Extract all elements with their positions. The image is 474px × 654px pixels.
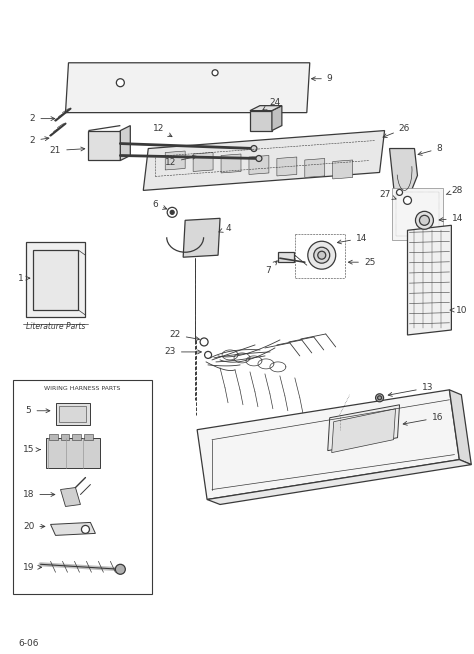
Circle shape [308, 241, 336, 269]
Bar [61, 434, 70, 439]
Text: 5: 5 [26, 406, 50, 415]
Bar [84, 434, 93, 439]
Text: 18: 18 [23, 490, 55, 499]
Text: Literature Parts: Literature Parts [26, 322, 85, 331]
Text: 8: 8 [418, 144, 442, 156]
Text: 20: 20 [23, 522, 45, 531]
Polygon shape [65, 63, 310, 112]
Circle shape [251, 146, 257, 152]
Text: 23: 23 [164, 347, 201, 356]
Circle shape [212, 70, 218, 76]
Polygon shape [328, 405, 400, 451]
Polygon shape [143, 131, 384, 190]
Polygon shape [89, 126, 120, 131]
Text: 1: 1 [18, 273, 30, 283]
Circle shape [200, 338, 208, 346]
Polygon shape [250, 106, 282, 111]
Circle shape [314, 247, 330, 263]
Text: 25: 25 [348, 258, 375, 267]
Bar [33, 250, 79, 310]
Text: 6-06: 6-06 [18, 639, 39, 648]
Circle shape [205, 351, 211, 358]
Circle shape [419, 215, 429, 225]
Polygon shape [183, 218, 220, 257]
Polygon shape [272, 106, 282, 131]
Bar [55, 403, 91, 424]
Polygon shape [392, 188, 443, 240]
Text: 22: 22 [170, 330, 200, 341]
Circle shape [115, 564, 125, 574]
Text: 13: 13 [388, 383, 433, 396]
Text: 2: 2 [30, 114, 55, 123]
Polygon shape [390, 148, 418, 200]
Circle shape [375, 394, 383, 402]
Text: 12: 12 [164, 156, 197, 167]
Bar [58, 405, 86, 422]
Text: 6: 6 [152, 200, 167, 209]
Bar [73, 434, 82, 439]
Polygon shape [332, 409, 395, 453]
Circle shape [318, 251, 326, 259]
Circle shape [167, 207, 177, 217]
Circle shape [378, 396, 382, 400]
Polygon shape [250, 111, 272, 131]
Polygon shape [89, 131, 120, 160]
Text: 19: 19 [23, 563, 42, 572]
Polygon shape [61, 487, 81, 506]
Circle shape [170, 211, 174, 215]
Text: 9: 9 [311, 75, 333, 83]
Text: 24: 24 [263, 98, 281, 110]
Polygon shape [120, 126, 130, 160]
Circle shape [397, 190, 402, 196]
Text: 14: 14 [439, 214, 463, 223]
Polygon shape [51, 523, 95, 536]
Polygon shape [197, 390, 459, 500]
Circle shape [116, 78, 124, 87]
Polygon shape [305, 158, 325, 177]
Polygon shape [277, 157, 297, 176]
Circle shape [82, 525, 90, 534]
Text: 21: 21 [50, 146, 85, 155]
Polygon shape [221, 154, 241, 173]
Text: 26: 26 [383, 124, 410, 137]
Text: 4: 4 [219, 224, 231, 233]
Polygon shape [193, 152, 213, 171]
Text: 2: 2 [30, 136, 49, 145]
Text: WIRING HARNESS PARTS: WIRING HARNESS PARTS [44, 386, 121, 391]
Polygon shape [165, 151, 185, 170]
Bar [26, 242, 85, 317]
Circle shape [256, 156, 262, 162]
Polygon shape [249, 156, 269, 175]
Bar [13, 380, 152, 594]
Polygon shape [333, 160, 353, 179]
Bar [46, 438, 100, 468]
Circle shape [416, 211, 433, 230]
Text: 12: 12 [153, 124, 172, 137]
Circle shape [404, 198, 410, 203]
Bar [48, 434, 57, 439]
Bar [278, 252, 294, 262]
Text: 28: 28 [446, 186, 463, 195]
Text: 7: 7 [265, 261, 277, 275]
Polygon shape [207, 460, 471, 504]
Circle shape [403, 196, 411, 204]
Text: 16: 16 [403, 413, 443, 425]
Polygon shape [408, 225, 451, 335]
Text: 14: 14 [337, 233, 367, 244]
Text: 27: 27 [379, 190, 396, 199]
Text: 10: 10 [450, 305, 467, 315]
Text: 15: 15 [23, 445, 40, 454]
Polygon shape [449, 390, 471, 464]
